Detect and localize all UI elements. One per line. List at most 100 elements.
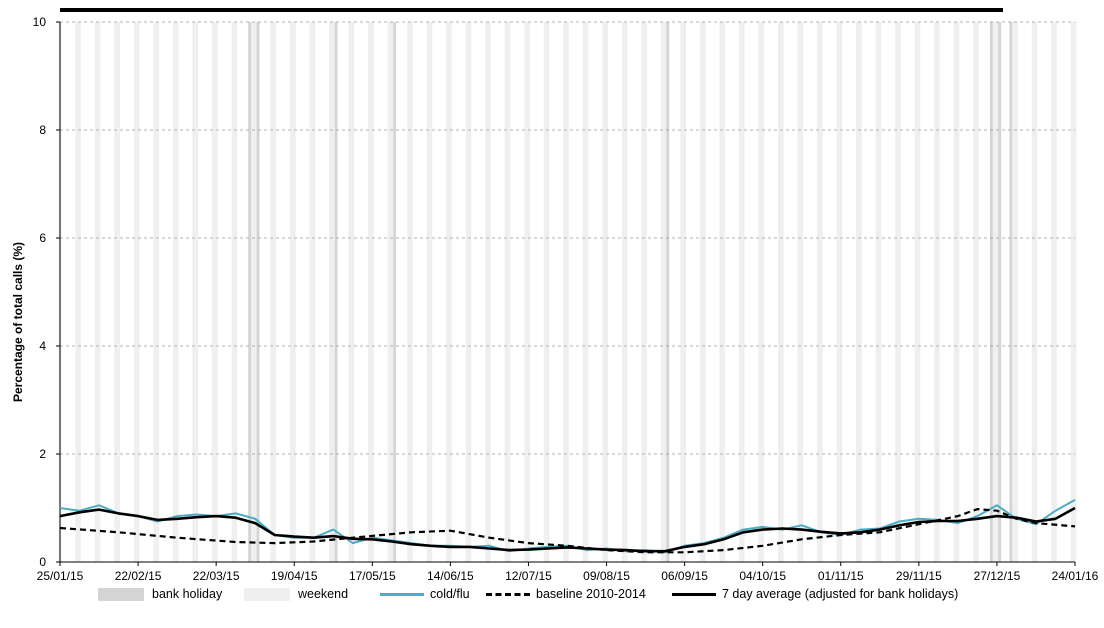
x-tick-label: 19/04/15: [271, 569, 318, 580]
weekend-band: [856, 22, 859, 562]
weekend-band: [370, 22, 374, 562]
weekend-band: [797, 22, 801, 562]
weekend-band: [1051, 22, 1055, 562]
weekend-band: [858, 22, 862, 562]
weekend-band: [644, 22, 647, 562]
baseline-swatch: [486, 592, 530, 596]
weekend-band: [329, 22, 332, 562]
weekend-band: [956, 22, 960, 562]
weekend-band: [78, 22, 81, 562]
weekend-band: [895, 22, 898, 562]
cold-flu-line: [59, 499, 1076, 554]
weekend-band: [778, 22, 781, 562]
weekend-band: [133, 22, 137, 562]
weekend-band: [351, 22, 355, 562]
series-lines: [59, 499, 1076, 554]
weekend-band: [446, 22, 449, 562]
x-tick-label: 27/12/15: [974, 569, 1021, 580]
bank-holiday-band: [666, 22, 670, 562]
weekend-band: [504, 22, 508, 562]
weekend-band: [429, 22, 433, 562]
weekend-band: [543, 22, 547, 562]
weekend-band: [722, 22, 726, 562]
average-line: [59, 506, 1076, 553]
x-tick-label: 04/10/15: [739, 569, 786, 580]
legend-cold-flu: cold/flu: [380, 580, 470, 608]
legend-weekend-label: weekend: [298, 587, 349, 601]
weekend-band: [953, 22, 957, 562]
weekend-band: [680, 22, 684, 562]
weekend-band: [936, 22, 940, 562]
x-tick-label: 22/03/15: [193, 569, 240, 580]
weekend-band: [253, 22, 257, 562]
weekend-band: [819, 22, 823, 562]
weekend-band: [507, 22, 511, 562]
y-tick-label: 4: [39, 339, 46, 353]
weekend-band: [976, 22, 979, 562]
weekend-swatch: [244, 587, 290, 601]
weekend-band: [75, 22, 79, 562]
weekend-band: [407, 22, 410, 562]
weekend-band: [641, 22, 645, 562]
weekend-band: [156, 22, 159, 562]
weekend-band: [117, 22, 120, 562]
legend-bank-holiday-label: bank holiday: [152, 587, 223, 601]
legend-cold-flu-label: cold/flu: [430, 587, 470, 601]
weekend-band: [992, 22, 996, 562]
y-tick-label: 10: [33, 15, 47, 29]
weekend-band: [934, 22, 937, 562]
weekend-band: [1031, 22, 1035, 562]
weekend-band: [211, 22, 215, 562]
legend-average-label: 7 day average (adjusted for bank holiday…: [722, 587, 959, 601]
weekend-band: [602, 22, 606, 562]
weekend-band: [605, 22, 608, 562]
weekend-band: [878, 22, 882, 562]
weekend-band: [309, 22, 313, 562]
weekend-band: [136, 22, 140, 562]
bank-holiday-band: [998, 22, 1002, 562]
weekend-band: [875, 22, 879, 562]
weekend-band: [175, 22, 179, 562]
weekend-band: [582, 22, 586, 562]
chart-plot: 0 2 4 6 8 10 25/01/15 22/02/15 22/03/15 19/04/15…: [11, 8, 1099, 580]
legend: bank holiday weekend cold/flu baseline 2…: [0, 580, 1104, 610]
weekend-band: [624, 22, 628, 562]
x-tick-label: 14/06/15: [427, 569, 474, 580]
weekend-band: [741, 22, 745, 562]
bank-holiday-band: [989, 22, 993, 562]
bank-holiday-band: [1009, 22, 1013, 562]
bank-holiday-band: [334, 22, 338, 562]
weekend-band: [331, 22, 335, 562]
weekend-band: [914, 22, 918, 562]
weekend-band: [312, 22, 316, 562]
weekend-band: [270, 22, 274, 562]
weekend-band: [465, 22, 469, 562]
weekend-band: [546, 22, 550, 562]
weekend-band: [917, 22, 921, 562]
weekend-band: [758, 22, 762, 562]
weekend-band: [839, 22, 843, 562]
weekend-band: [1034, 22, 1038, 562]
weekend-band: [485, 22, 489, 562]
weekend-band: [153, 22, 157, 562]
weekend-band: [172, 22, 176, 562]
x-tick-label: 06/09/15: [661, 569, 708, 580]
x-tick-label: 25/01/15: [37, 569, 84, 580]
weekend-band: [699, 22, 703, 562]
weekend-band: [897, 22, 901, 562]
weekend-band: [973, 22, 977, 562]
x-tick-label: 22/02/15: [115, 569, 162, 580]
average-swatch: [672, 592, 716, 596]
x-tick-label: 09/08/15: [583, 569, 630, 580]
weekend-band: [800, 22, 804, 562]
weekend-band: [660, 22, 664, 562]
y-tick-labels: 0 2 4 6 8 10: [33, 15, 60, 569]
weekend-band: [995, 22, 999, 562]
legend-bank-holiday: bank holiday: [98, 580, 222, 608]
weekend-band: [409, 22, 413, 562]
weekend-band: [273, 22, 277, 562]
weekend-band: [426, 22, 430, 562]
legend-baseline-label: baseline 2010-2014: [536, 587, 646, 601]
weekend-band: [214, 22, 218, 562]
weekend-band: [524, 22, 528, 562]
